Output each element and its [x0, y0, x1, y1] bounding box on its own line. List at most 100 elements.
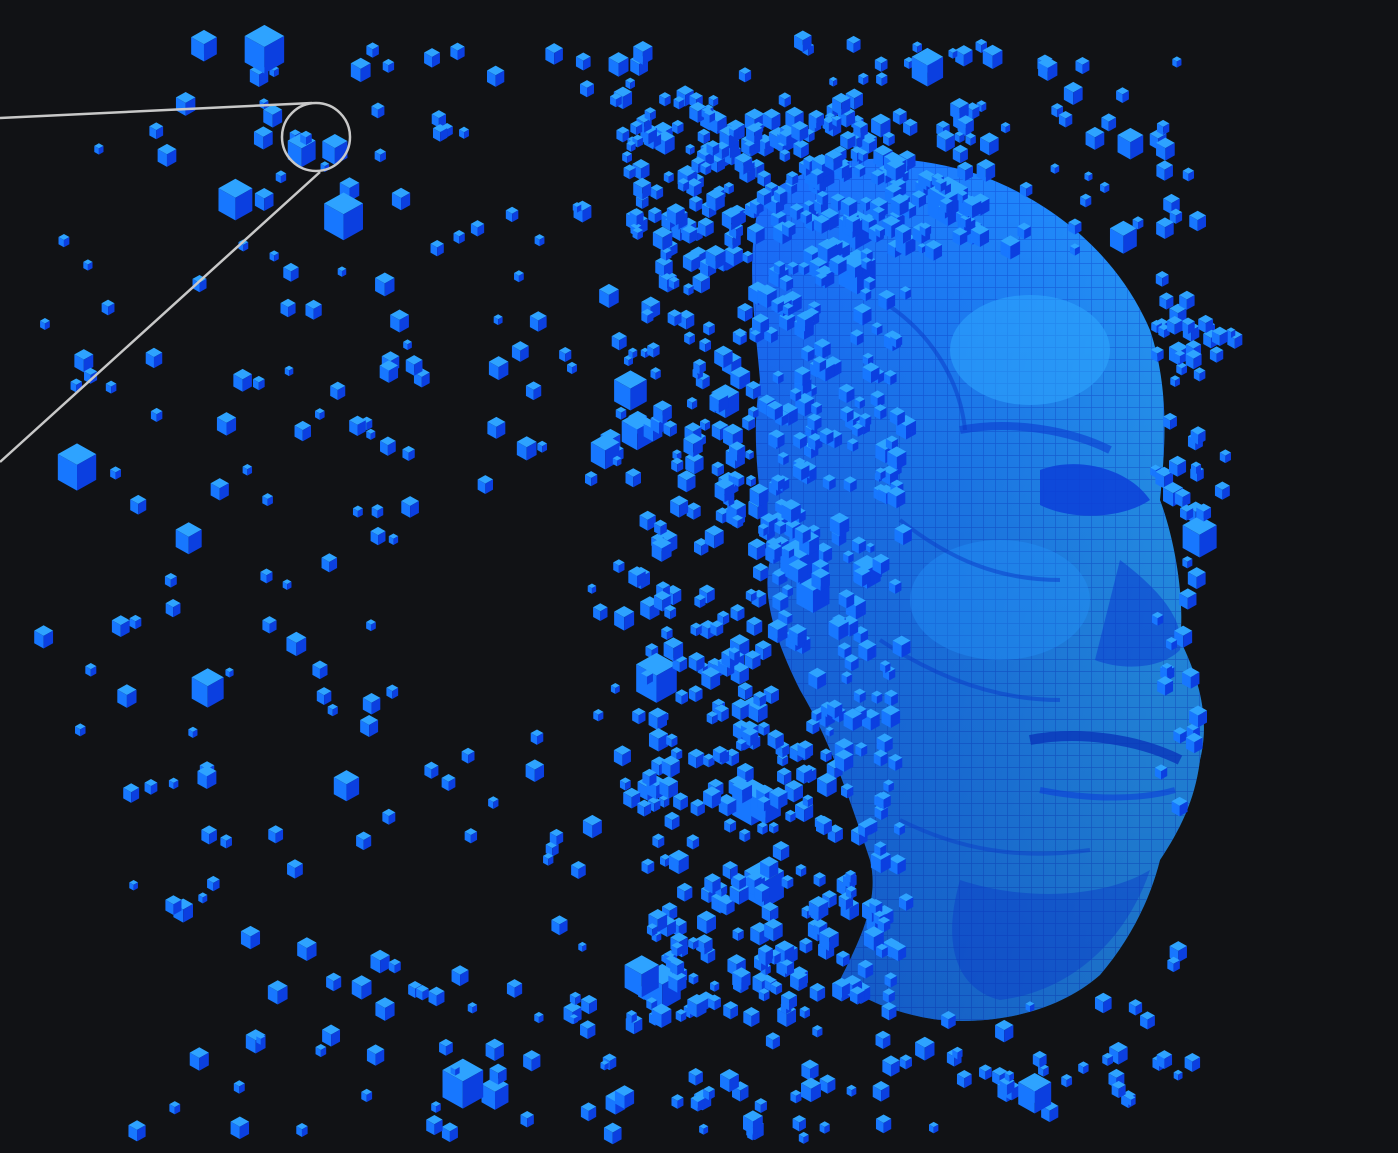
voxel-cube	[886, 158, 905, 181]
voxel-cube	[840, 196, 858, 217]
voxel-cube	[939, 197, 953, 214]
voxel-cube	[872, 553, 890, 575]
voxel-cube	[718, 794, 737, 817]
voxel-cube	[191, 668, 224, 708]
voxel-cube	[782, 220, 796, 238]
voxel-cube	[83, 259, 93, 271]
voxel-cube	[600, 1060, 609, 1071]
voxel-cube	[887, 486, 906, 509]
voxel-cube	[754, 1098, 767, 1114]
voxel-cube	[529, 311, 547, 332]
voxel-cube	[877, 916, 891, 933]
voxel-cube	[699, 337, 712, 353]
voxel-cube	[768, 821, 779, 834]
voxel-cube	[819, 1121, 830, 1134]
brow-line	[959, 422, 1112, 454]
voxel-cube	[374, 148, 386, 163]
voxel-cube	[40, 318, 50, 331]
voxel-cube	[599, 283, 619, 308]
voxel-cube	[792, 460, 810, 481]
voxel-cube	[843, 476, 857, 493]
voxel-cube	[678, 309, 695, 330]
voxel-cube	[743, 140, 755, 154]
voxel-cube	[356, 831, 372, 851]
voxel-cube	[330, 381, 346, 401]
voxel-cube	[34, 625, 54, 649]
voxel-cube	[775, 409, 789, 427]
voxel-cube	[610, 683, 620, 694]
voxel-cube	[814, 338, 831, 359]
voxel-cube	[390, 309, 409, 333]
voxel-cube	[360, 714, 379, 738]
voxel-cube	[461, 747, 475, 764]
voxel-cube	[671, 942, 684, 957]
voxel-cube	[730, 367, 749, 390]
voxel-cube	[244, 24, 285, 74]
voxel-cube	[1168, 455, 1187, 477]
voxel-cube	[593, 603, 608, 621]
voxel-cube	[233, 368, 252, 392]
face-contour-2	[898, 518, 1061, 582]
voxel-cube	[632, 227, 643, 240]
voxel-cube	[391, 187, 411, 211]
voxel-cube	[695, 372, 710, 390]
voxel-cube	[793, 139, 809, 159]
voxel-cube	[827, 699, 843, 719]
voxel-cube	[685, 143, 695, 155]
voxel-cube	[750, 329, 761, 343]
voxel-cube	[1189, 705, 1208, 728]
voxel-cube	[402, 445, 415, 461]
voxel-cube	[866, 542, 875, 553]
voxel-cube	[840, 130, 856, 150]
voxel-cube	[802, 794, 813, 808]
voxel-cube	[283, 262, 299, 282]
voxel-cube	[708, 994, 721, 1011]
voxel-cube	[514, 270, 524, 283]
scattered-voxel-cubes	[34, 24, 1243, 1145]
voxel-cube	[1017, 222, 1031, 240]
voxel-cube	[169, 1101, 181, 1115]
voxel-cube	[375, 997, 395, 1021]
voxel-cube	[787, 261, 799, 275]
voxel-cube	[1019, 181, 1033, 198]
voxel-cube	[352, 505, 363, 518]
voxel-cube	[101, 299, 115, 316]
voxel-cube	[1156, 160, 1173, 181]
voxel-cube	[858, 149, 869, 162]
voxel-cube	[731, 698, 750, 721]
voxel-cube	[829, 512, 850, 537]
voxel-cube	[534, 1011, 544, 1024]
voxel-cube	[862, 362, 880, 384]
voxel-cube	[898, 893, 914, 911]
voxel-cube	[1155, 466, 1174, 489]
voxel-cube	[889, 854, 906, 875]
voxel-cube	[688, 972, 699, 985]
voxel-cube	[1050, 163, 1060, 174]
voxel-cube	[1080, 193, 1092, 208]
voxel-cube	[884, 689, 898, 707]
voxel-cube	[312, 660, 328, 680]
voxel-cube	[860, 287, 872, 302]
voxel-cube	[801, 345, 815, 362]
voxel-cube	[976, 158, 996, 182]
voxel-cube	[744, 650, 761, 670]
voxel-cube	[650, 184, 664, 200]
voxel-cube	[1158, 323, 1170, 338]
voxel-cube	[769, 786, 788, 810]
voxel-cube	[144, 779, 158, 795]
voxel-cube	[832, 115, 842, 127]
voxel-cube	[872, 206, 885, 222]
voxel-cube	[1184, 1052, 1201, 1072]
voxel-cube	[481, 1076, 509, 1110]
voxel-cube	[925, 239, 943, 261]
voxel-cube	[675, 689, 689, 705]
voxel-cube	[191, 29, 217, 62]
voxel-cube	[889, 407, 905, 426]
voxel-cube	[252, 375, 265, 391]
voxel-cube	[882, 988, 895, 1004]
voxel-cube	[1156, 217, 1174, 240]
voxel-cube	[350, 57, 371, 83]
voxel-cube	[773, 260, 786, 275]
voxel-cube	[1151, 346, 1164, 362]
voxel-cube	[1161, 662, 1173, 676]
